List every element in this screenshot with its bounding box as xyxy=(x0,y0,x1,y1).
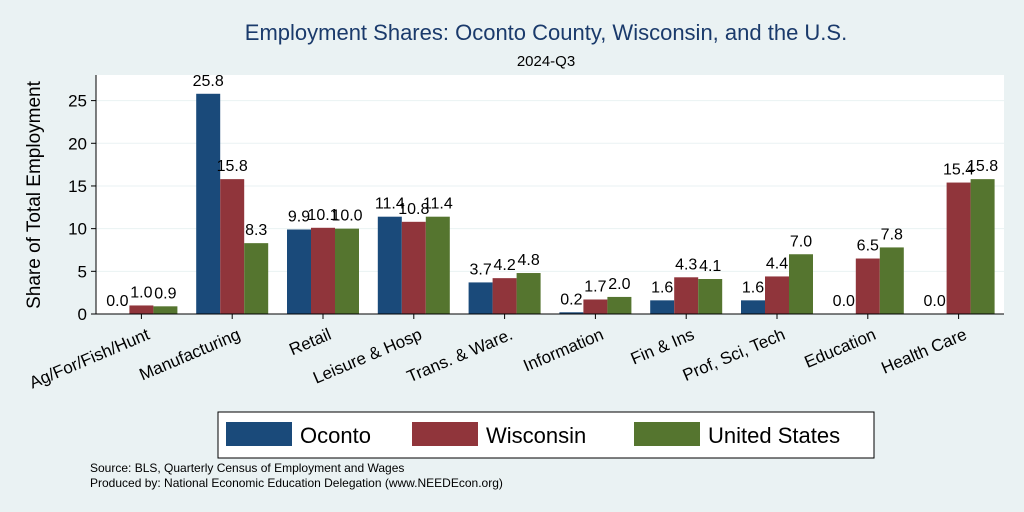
bar xyxy=(196,93,221,315)
data-label: 0.2 xyxy=(560,291,582,308)
bar xyxy=(607,296,632,314)
data-label: 15.8 xyxy=(217,158,248,175)
data-label: 0.0 xyxy=(833,293,855,310)
data-label: 15.4 xyxy=(943,162,974,179)
data-labels-group: 0.01.0 0.925.815.88.39.910.110.011.410.81… xyxy=(106,73,998,310)
x-tick-label: Education xyxy=(802,325,879,372)
y-tick-label: 5 xyxy=(78,262,87,281)
data-label: 10.1 xyxy=(307,207,338,224)
data-label: 25.8 xyxy=(193,73,224,90)
y-tick-label: 20 xyxy=(68,134,87,153)
bar xyxy=(220,179,245,314)
legend-label: Wisconsin xyxy=(486,423,586,448)
data-label: 10.8 xyxy=(398,201,429,218)
data-label: 6.5 xyxy=(857,238,879,255)
legend-items: Oconto Wisconsin United States xyxy=(226,422,840,448)
bar xyxy=(311,227,335,314)
data-label: 7.0 xyxy=(790,233,812,250)
x-tick-label: Retail xyxy=(286,325,333,359)
data-label: 3.7 xyxy=(469,261,491,278)
source-line-2: Produced by: National Economic Education… xyxy=(90,476,503,490)
y-axis-ticks: 0 5 10 15 20 25 xyxy=(68,92,96,324)
bar xyxy=(244,243,269,314)
bar xyxy=(970,179,995,314)
data-label: 4.2 xyxy=(493,257,515,274)
y-tick-label: 0 xyxy=(78,305,87,324)
data-label: 0.9 xyxy=(154,285,176,302)
bar xyxy=(129,305,154,314)
bar xyxy=(287,229,311,314)
bar xyxy=(855,258,880,314)
x-tick-label: Information xyxy=(521,325,607,376)
legend: Oconto Wisconsin United States xyxy=(217,411,875,459)
legend-label: Oconto xyxy=(300,423,371,448)
y-tick-label: 15 xyxy=(68,177,87,196)
bar xyxy=(583,299,608,314)
legend-box xyxy=(217,411,875,459)
legend-swatch xyxy=(634,422,700,446)
bar xyxy=(698,279,723,314)
legend-swatch xyxy=(226,422,292,446)
bar xyxy=(879,247,904,314)
data-label: 1.6 xyxy=(651,279,673,296)
source-line-1: Source: BLS, Quarterly Census of Employm… xyxy=(90,461,404,475)
chart-title: Employment Shares: Oconto County, Wiscon… xyxy=(245,20,847,45)
data-label: 0.0 xyxy=(923,293,945,310)
bar xyxy=(401,221,426,314)
bar xyxy=(741,300,765,314)
bar xyxy=(468,282,493,314)
bar xyxy=(946,182,971,314)
data-label: 11.4 xyxy=(375,196,405,213)
data-label: 2.0 xyxy=(608,276,630,293)
bar xyxy=(153,306,178,314)
bar xyxy=(377,216,402,314)
y-tick-label: 10 xyxy=(68,220,87,239)
bar xyxy=(335,228,359,314)
data-label: 10.0 xyxy=(331,208,362,225)
data-label: 4.8 xyxy=(517,252,539,269)
data-label: 8.3 xyxy=(245,222,267,239)
data-label: 7.8 xyxy=(881,226,903,243)
x-tick-label: Health Care xyxy=(879,325,970,378)
x-tick-label: Fin & Ins xyxy=(628,325,697,369)
y-tick-label: 25 xyxy=(68,92,87,111)
bar xyxy=(559,312,584,314)
data-label: 15.8 xyxy=(967,158,998,175)
chart-subtitle: 2024-Q3 xyxy=(517,53,575,70)
x-tick-label: Prof, Sci, Tech xyxy=(680,325,788,385)
legend-swatch xyxy=(412,422,478,446)
x-tick-label: Manufacturing xyxy=(136,325,243,385)
data-label: 4.1 xyxy=(699,258,721,275)
bar xyxy=(674,277,699,314)
data-label: 11.4 xyxy=(423,196,453,213)
legend-label: United States xyxy=(708,423,840,448)
data-label: 0.0 xyxy=(106,293,128,310)
bar xyxy=(650,300,675,314)
bar xyxy=(765,276,789,314)
data-label: 9.9 xyxy=(288,208,310,225)
bar xyxy=(425,216,450,314)
bar xyxy=(516,273,541,314)
bar xyxy=(492,278,517,314)
data-label: 1.0 xyxy=(130,284,152,301)
y-axis-label: Share of Total Employment xyxy=(24,80,45,308)
x-tick-label: Ag/For/Fish/Hunt xyxy=(27,325,153,393)
data-label: 1.7 xyxy=(584,278,606,295)
data-label: 4.3 xyxy=(675,256,697,273)
data-label: 1.6 xyxy=(742,279,764,296)
bar xyxy=(789,254,813,314)
data-label: 4.4 xyxy=(766,255,788,272)
bars-group xyxy=(129,93,995,315)
